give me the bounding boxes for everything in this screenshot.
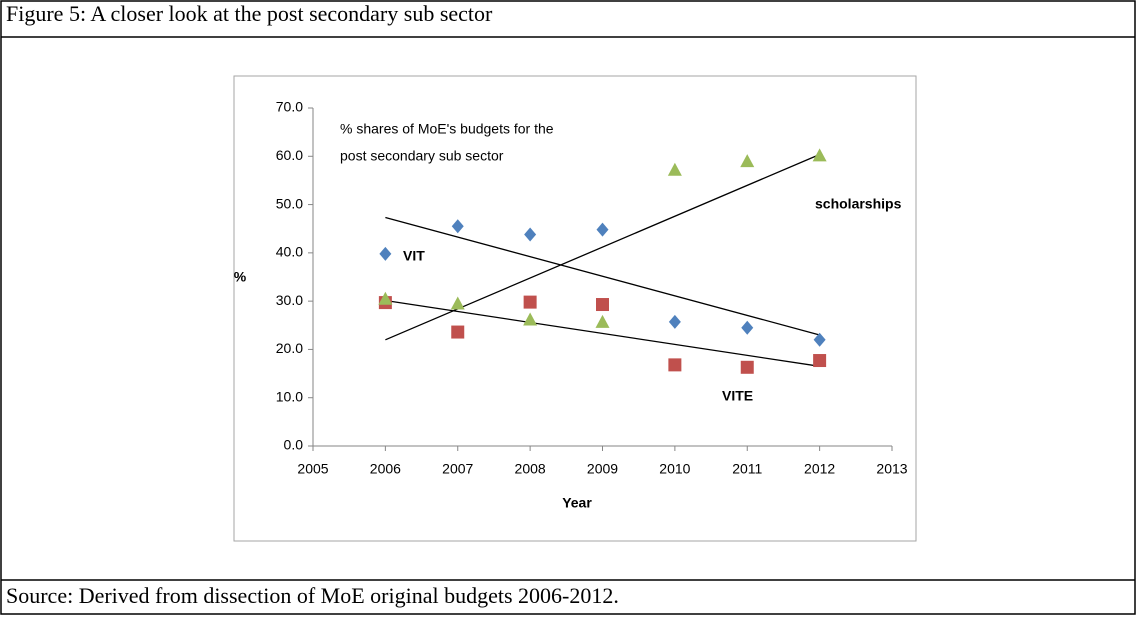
marker — [379, 246, 392, 261]
marker — [523, 295, 537, 309]
chart-frame — [233, 75, 917, 542]
source: Source: Derived from dissection of MoE o… — [6, 583, 619, 608]
y-tick-label: 50.0 — [276, 195, 303, 211]
caption: Figure 5: A closer look at the post seco… — [6, 1, 493, 26]
x-tick-label: 2008 — [515, 461, 546, 477]
x-tick-label: 2012 — [804, 461, 835, 477]
y-tick-label: 60.0 — [276, 147, 303, 163]
y-tick-label: 40.0 — [276, 244, 303, 260]
marker — [451, 219, 464, 234]
x-tick-label: 2007 — [442, 461, 473, 477]
annotation: % shares of MoE's budgets for the — [340, 121, 554, 137]
marker — [667, 162, 682, 176]
y-tick-label: 20.0 — [276, 340, 303, 356]
x-tick-label: 2006 — [370, 461, 401, 477]
y-tick-label: 70.0 — [276, 99, 303, 115]
marker — [812, 148, 827, 162]
series-label: VITE — [722, 388, 753, 404]
marker — [524, 227, 537, 242]
marker — [813, 332, 826, 347]
y-tick-label: 10.0 — [276, 388, 303, 404]
trendline — [385, 299, 820, 367]
marker — [813, 354, 827, 368]
y-tick-label: 30.0 — [276, 292, 303, 308]
marker — [741, 320, 754, 335]
marker — [595, 314, 610, 328]
marker — [523, 312, 538, 326]
y-axis-label: % — [234, 269, 247, 285]
marker — [668, 358, 682, 372]
marker — [378, 291, 393, 305]
x-tick-label: 2013 — [876, 461, 907, 477]
marker — [596, 222, 609, 237]
series-label: VIT — [403, 248, 425, 264]
x-tick-label: 2011 — [732, 461, 762, 477]
x-tick-label: 2009 — [587, 461, 618, 477]
x-axis-label: Year — [562, 495, 592, 511]
annotation: post secondary sub sector — [340, 148, 504, 164]
x-tick-label: 2005 — [297, 461, 328, 477]
marker — [740, 154, 755, 168]
marker — [450, 296, 465, 310]
y-tick-label: 0.0 — [284, 437, 304, 453]
series-label: scholarships — [815, 196, 902, 212]
x-tick-label: 2010 — [659, 461, 690, 477]
marker — [740, 360, 754, 374]
marker — [668, 314, 681, 329]
trendline — [385, 216, 820, 336]
marker — [451, 325, 465, 339]
marker — [596, 298, 609, 312]
